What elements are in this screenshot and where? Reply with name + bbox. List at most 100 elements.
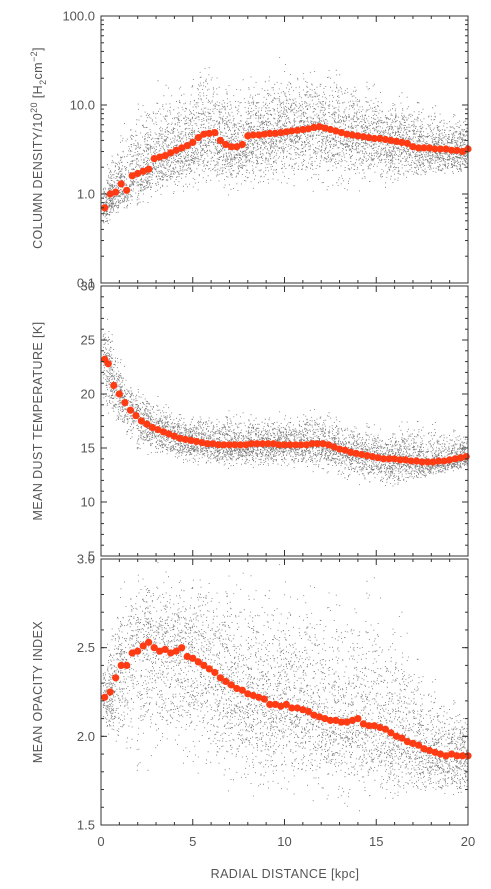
profile-point <box>414 144 423 152</box>
profile-point <box>225 441 233 449</box>
profile-point <box>330 443 338 451</box>
profile-point <box>134 647 142 655</box>
profile-point <box>222 140 230 149</box>
y-tick-label: 15 <box>81 441 95 456</box>
x-tick-label: 20 <box>461 834 475 849</box>
profile-point <box>126 406 134 414</box>
profile-point <box>370 134 378 143</box>
profile-point <box>381 725 389 733</box>
profile-point <box>161 645 169 654</box>
profile-point <box>269 440 278 448</box>
profile-point <box>145 165 153 173</box>
profile-point <box>376 134 384 143</box>
y-tick-label: 30 <box>81 279 95 294</box>
profile-point <box>442 752 450 760</box>
profile-point <box>123 186 131 194</box>
profile-point <box>139 642 147 650</box>
profile-point <box>447 750 456 758</box>
profile-point <box>258 440 267 448</box>
profile-point <box>183 652 191 661</box>
profile-point <box>282 700 290 709</box>
profile-point <box>420 144 428 152</box>
profile-point <box>326 716 334 725</box>
profile-point <box>139 167 147 175</box>
profile-point <box>326 125 334 134</box>
profile-point <box>154 426 162 434</box>
profile-point <box>436 750 445 758</box>
profile-point <box>198 439 206 447</box>
y-tick-label: 0.1 <box>77 276 95 291</box>
profile-point <box>161 152 169 160</box>
profile-point <box>128 649 136 657</box>
profile-point <box>150 644 158 652</box>
profile-point <box>216 674 224 682</box>
profile-point <box>189 138 197 146</box>
profile-point <box>178 144 186 152</box>
profile-point <box>321 124 329 132</box>
profile-point <box>227 681 235 689</box>
profile-point <box>183 142 191 150</box>
profile-point <box>117 180 125 188</box>
profile-point <box>277 702 285 710</box>
profile-point <box>365 134 373 142</box>
profile-point <box>385 455 393 463</box>
profile-point <box>167 649 175 657</box>
profile-point <box>260 130 268 138</box>
scatter-points <box>102 57 468 224</box>
scatter-cloud <box>102 318 468 487</box>
y-tick-label: 100.0 <box>62 9 95 24</box>
profile-point <box>148 423 156 432</box>
profile-point <box>442 145 450 153</box>
profile-point <box>244 690 252 698</box>
profile-point <box>403 139 411 147</box>
profile-point <box>291 441 300 449</box>
profile-point <box>446 456 454 464</box>
profile-point <box>425 746 434 755</box>
profile-point <box>170 432 178 440</box>
profile-point <box>398 138 406 146</box>
profile-point <box>402 456 410 464</box>
scatter-cloud <box>102 562 468 812</box>
profile-point <box>106 688 114 696</box>
xlabel-radial-distance: RADIAL DISTANCE [kpc] <box>211 867 360 881</box>
profile-point <box>381 135 389 144</box>
scatter-points <box>102 318 468 487</box>
profile-point <box>280 441 289 449</box>
profile-point <box>264 440 272 448</box>
profile-point <box>352 449 360 457</box>
profile-point <box>209 440 217 448</box>
profile-point <box>211 668 219 677</box>
profile-point <box>172 146 180 154</box>
y-tick-label: 2.5 <box>77 640 95 655</box>
profile-point <box>319 440 327 448</box>
profile-point <box>409 143 417 151</box>
profile-point <box>310 123 318 131</box>
profile-point <box>244 132 252 140</box>
profile-point <box>150 155 158 163</box>
profile-point <box>181 435 189 443</box>
profile-point <box>299 125 307 134</box>
profile-point <box>172 647 180 655</box>
profile-point <box>392 137 400 145</box>
profile-point <box>216 136 224 144</box>
profile-point <box>277 129 285 137</box>
profile-point <box>156 153 164 161</box>
profile-point <box>271 700 279 709</box>
profile-point <box>321 715 329 723</box>
profile-point <box>337 718 345 726</box>
profile-point <box>409 739 417 748</box>
profile-point <box>128 172 136 180</box>
profile-point <box>304 125 312 133</box>
profile-point <box>253 440 261 448</box>
profile-point <box>313 440 322 448</box>
profile-point <box>101 693 109 701</box>
profile-point <box>194 658 202 666</box>
profile-point <box>403 738 411 746</box>
profile-point <box>420 745 428 753</box>
profile-point <box>187 436 195 444</box>
profile-point <box>414 741 423 749</box>
ylabel-dust-temperature: MEAN DUST TEMPERATURE [K] <box>31 322 45 521</box>
profile-point <box>447 146 456 154</box>
y-tick-label: 3.0 <box>77 552 95 567</box>
